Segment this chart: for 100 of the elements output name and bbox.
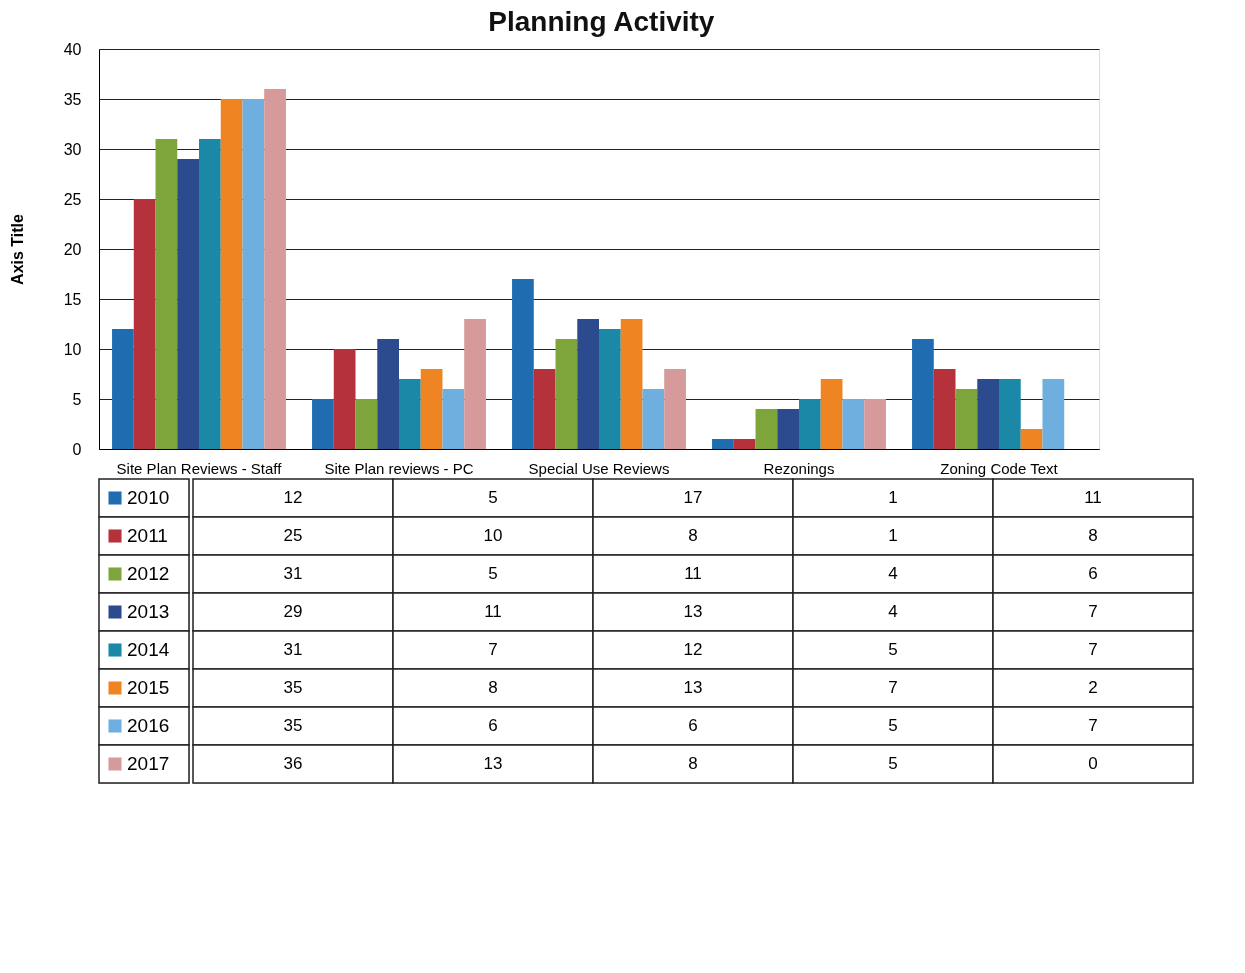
data-label: 5 <box>888 754 898 773</box>
chart-title: Planning Activity <box>488 5 715 37</box>
bar <box>220 99 243 449</box>
data-label: 36 <box>283 754 303 773</box>
y-tick-label: 10 <box>63 340 82 358</box>
data-label: 7 <box>1088 640 1098 659</box>
x-tick-label: Rezonings <box>763 459 835 477</box>
bar <box>664 369 686 449</box>
bar <box>377 339 399 449</box>
legend-label: 2011 <box>127 525 168 546</box>
legend-label: 2016 <box>127 715 170 736</box>
data-label: 11 <box>1084 488 1102 507</box>
bar <box>442 389 465 449</box>
data-label: 0 <box>1088 754 1098 773</box>
data-label: 11 <box>484 602 502 621</box>
data-label: 35 <box>283 678 303 697</box>
data-label: 29 <box>283 602 303 621</box>
bar <box>1020 429 1043 449</box>
data-label: 5 <box>488 488 498 507</box>
bar <box>177 159 199 449</box>
data-label: 12 <box>283 488 303 507</box>
data-label: 4 <box>888 602 898 621</box>
legend-label: 2012 <box>127 563 170 584</box>
bar <box>420 369 443 449</box>
bar <box>599 329 621 449</box>
legend-label: 2010 <box>127 487 170 508</box>
data-label: 1 <box>888 526 898 545</box>
x-tick-label: Special Use Reviews <box>528 459 670 477</box>
bar <box>112 329 134 449</box>
data-label: 6 <box>1088 564 1098 583</box>
bar <box>642 389 665 449</box>
bar <box>133 199 156 449</box>
bar <box>312 399 334 449</box>
data-label: 5 <box>888 716 898 735</box>
y-tick-label: 15 <box>63 290 82 308</box>
bar <box>933 369 956 449</box>
bar <box>977 379 999 449</box>
y-tick-label: 0 <box>72 440 82 458</box>
data-label: 13 <box>683 678 703 697</box>
bar <box>333 349 356 449</box>
bar <box>512 279 534 449</box>
data-label: 8 <box>688 526 698 545</box>
data-label: 5 <box>488 564 498 583</box>
data-label: 7 <box>1088 602 1098 621</box>
data-label: 11 <box>684 564 702 583</box>
legend-label: 2014 <box>127 639 170 660</box>
bar <box>864 399 886 449</box>
data-label: 8 <box>1088 526 1098 545</box>
x-tick-label: Zoning Code Text <box>940 459 1059 477</box>
y-tick-label: 5 <box>72 390 82 408</box>
bar <box>955 389 978 449</box>
data-label: 7 <box>488 640 498 659</box>
bar <box>799 399 821 449</box>
bar <box>242 99 265 449</box>
data-label: 6 <box>688 716 698 735</box>
bar <box>399 379 421 449</box>
data-label: 13 <box>483 754 503 773</box>
bar <box>912 339 934 449</box>
data-label: 7 <box>1088 716 1098 735</box>
bar <box>264 89 286 449</box>
bar <box>464 319 486 449</box>
data-label: 31 <box>283 564 303 583</box>
legend-label: 2017 <box>127 753 170 774</box>
bar <box>620 319 643 449</box>
bar <box>1042 379 1065 449</box>
bar <box>712 439 734 449</box>
y-tick-label: 30 <box>63 140 82 158</box>
x-tick-label: Site Plan Reviews - Staff <box>116 459 283 477</box>
bar <box>820 379 843 449</box>
bar <box>555 339 578 449</box>
data-label: 8 <box>488 678 498 697</box>
legend-label: 2013 <box>127 601 170 622</box>
y-tick-label: 40 <box>63 40 82 58</box>
y-tick-label: 35 <box>63 90 82 108</box>
x-tick-label: Site Plan reviews - PC <box>324 459 474 477</box>
bar <box>733 439 756 449</box>
bar <box>577 319 599 449</box>
bar <box>999 379 1021 449</box>
bar <box>155 139 178 449</box>
bar <box>199 139 221 449</box>
data-label: 6 <box>488 716 498 735</box>
data-label: 12 <box>683 640 703 659</box>
data-label: 31 <box>283 640 303 659</box>
data-label: 1 <box>888 488 898 507</box>
y-axis-title: Axis Title <box>8 213 26 285</box>
data-label: 10 <box>483 526 503 545</box>
bar <box>355 399 378 449</box>
data-label: 5 <box>888 640 898 659</box>
data-label: 2 <box>1088 678 1098 697</box>
y-tick-label: 25 <box>63 190 82 208</box>
data-label: 25 <box>283 526 303 545</box>
bar <box>842 399 865 449</box>
legend-label: 2015 <box>127 677 170 698</box>
data-label: 4 <box>888 564 898 583</box>
bar <box>533 369 556 449</box>
data-label: 17 <box>683 488 703 507</box>
data-label: 7 <box>888 678 898 697</box>
y-tick-label: 20 <box>63 240 82 258</box>
data-label: 8 <box>688 754 698 773</box>
data-label: 13 <box>683 602 703 621</box>
